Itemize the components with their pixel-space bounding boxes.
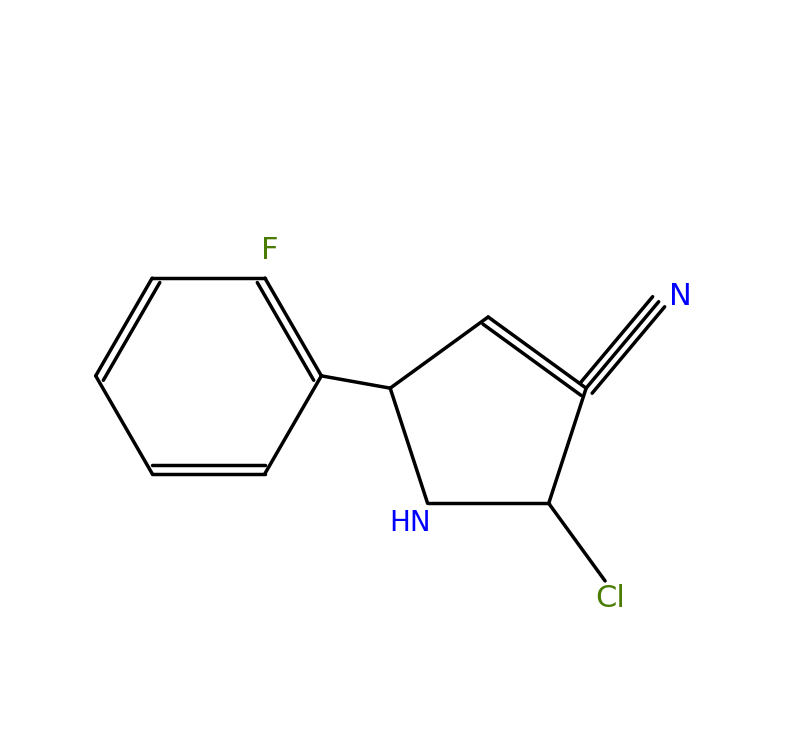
Text: HN: HN <box>389 509 431 537</box>
Text: N: N <box>669 283 692 311</box>
Text: Cl: Cl <box>595 584 625 613</box>
Text: F: F <box>261 236 279 265</box>
